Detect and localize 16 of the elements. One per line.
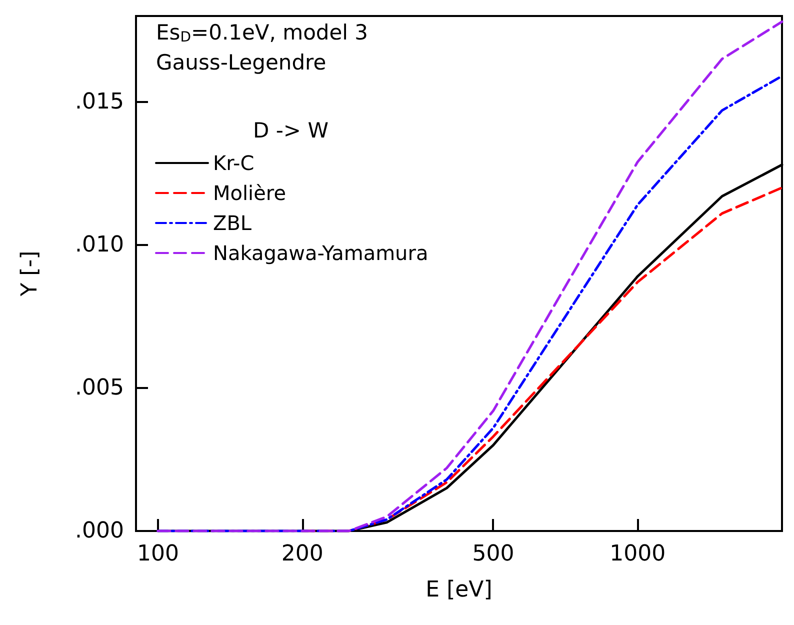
legend-label: Molière <box>213 181 286 205</box>
legend-label: Kr-C <box>213 151 254 175</box>
y-tick-label: .005 <box>75 375 124 400</box>
x-tick-label: 500 <box>472 542 514 566</box>
x-axis-title: E [eV] <box>426 578 492 602</box>
x-tick-label: 200 <box>281 542 324 566</box>
y-tick-label: .015 <box>75 89 124 114</box>
legend-label: Nakagawa-Yamamura <box>213 241 428 265</box>
x-tick-label: 1000 <box>610 542 666 566</box>
y-tick-label: .010 <box>75 232 124 258</box>
y-tick-label: .000 <box>75 518 124 544</box>
y-axis-title: Y [-] <box>18 250 42 298</box>
legend-title: D -> W <box>253 118 329 142</box>
x-tick-label: 100 <box>136 542 179 566</box>
legend-label: ZBL <box>213 211 252 235</box>
annotation: Gauss-Legendre <box>156 50 326 74</box>
